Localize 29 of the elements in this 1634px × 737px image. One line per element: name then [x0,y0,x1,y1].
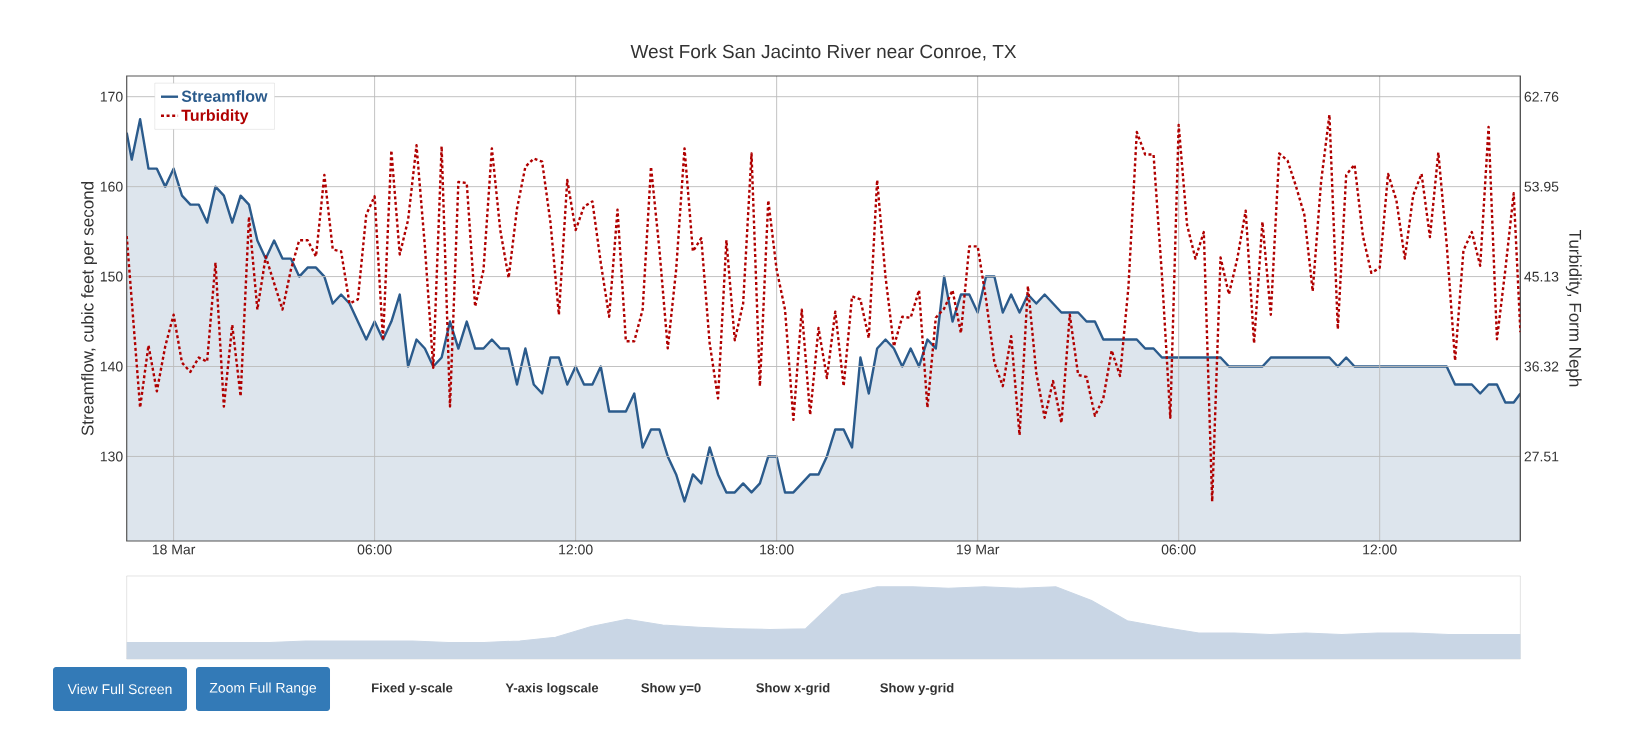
y-tick-label: 170 [100,91,123,102]
x-tick-label: 18:00 [760,544,794,555]
legend-label: Turbidity [181,109,249,125]
text: Show y-grid [880,682,954,696]
y2-tick-label: 53.95 [1524,181,1559,192]
text: View Full Screen [67,683,172,695]
text: Show y=0 [641,682,701,696]
text: Y-axis logscale [505,682,599,696]
x-tick-label: 12:00 [559,544,593,555]
y-tick-label: 160 [100,181,123,192]
y-axis-title: Streamflow, cubic feet per second [81,182,97,436]
legend-label: Streamflow [181,90,268,102]
x-tick-label: 06:00 [357,544,392,555]
x-tick-label: 19 Mar [956,544,1000,555]
y2-axis-title: Turbidity, Form Neph [1565,229,1582,387]
text: Show x-grid [756,682,830,696]
y-tick-label: 130 [100,451,123,462]
text: Fixed y-scale [372,682,453,696]
x-tick-label: 12:00 [1363,544,1397,555]
y2-tick-label: 45.13 [1524,271,1559,282]
x-tick-label: 18 Mar [152,544,196,555]
text: Zoom Full Range [209,682,317,696]
y2-tick-label: 62.76 [1524,91,1559,102]
y-tick-label: 140 [100,361,123,372]
y2-tick-label: 36.32 [1524,361,1559,372]
chart-title: West Fork San Jacinto River near Conroe, TX [630,44,1017,61]
y-tick-label: 150 [100,271,123,282]
x-tick-label: 06:00 [1161,544,1196,555]
y2-tick-label: 27.51 [1524,451,1559,462]
